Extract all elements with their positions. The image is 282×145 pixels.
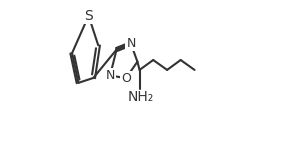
Text: NH₂: NH₂	[127, 90, 153, 104]
Text: S: S	[84, 9, 93, 23]
Text: N: N	[105, 69, 115, 82]
Text: O: O	[121, 72, 131, 85]
Text: N: N	[126, 37, 136, 50]
